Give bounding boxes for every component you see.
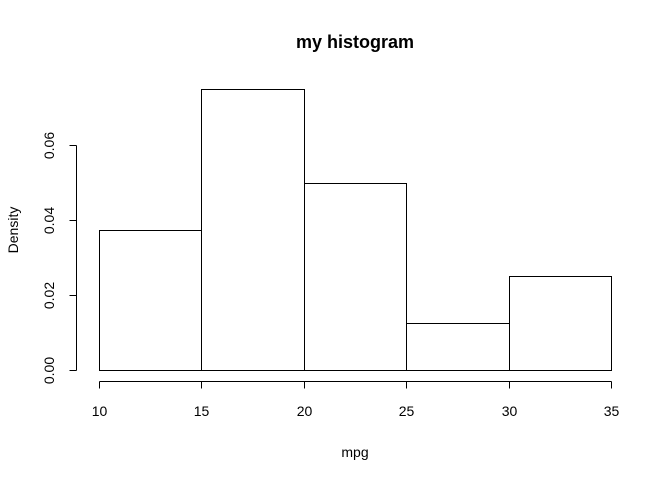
histogram-bar-3 bbox=[304, 183, 407, 371]
x-tick-label: 10 bbox=[92, 403, 108, 419]
y-tick-label: 0.04 bbox=[41, 207, 57, 234]
y-axis-label: Density bbox=[5, 207, 21, 254]
x-tick-label: 15 bbox=[194, 403, 210, 419]
x-tick-label: 35 bbox=[604, 403, 620, 419]
chart-title: my histogram bbox=[296, 32, 414, 52]
y-tick-label: 0.06 bbox=[41, 132, 57, 159]
histogram-bar-5 bbox=[509, 276, 612, 371]
x-tick-label: 30 bbox=[502, 403, 518, 419]
x-axis: 10 15 20 25 30 35 bbox=[92, 381, 620, 419]
histogram-bar-4 bbox=[406, 323, 510, 371]
histogram-bar-2 bbox=[201, 89, 305, 371]
bars-group bbox=[99, 89, 612, 371]
x-tick-label: 20 bbox=[297, 403, 313, 419]
y-axis: 0.00 0.02 0.04 0.06 bbox=[41, 132, 77, 384]
histogram-bar-1 bbox=[99, 230, 202, 371]
y-tick-label: 0.00 bbox=[41, 357, 57, 384]
y-tick-label: 0.02 bbox=[41, 282, 57, 309]
x-tick-label: 25 bbox=[399, 403, 415, 419]
x-axis-label: mpg bbox=[341, 444, 368, 460]
